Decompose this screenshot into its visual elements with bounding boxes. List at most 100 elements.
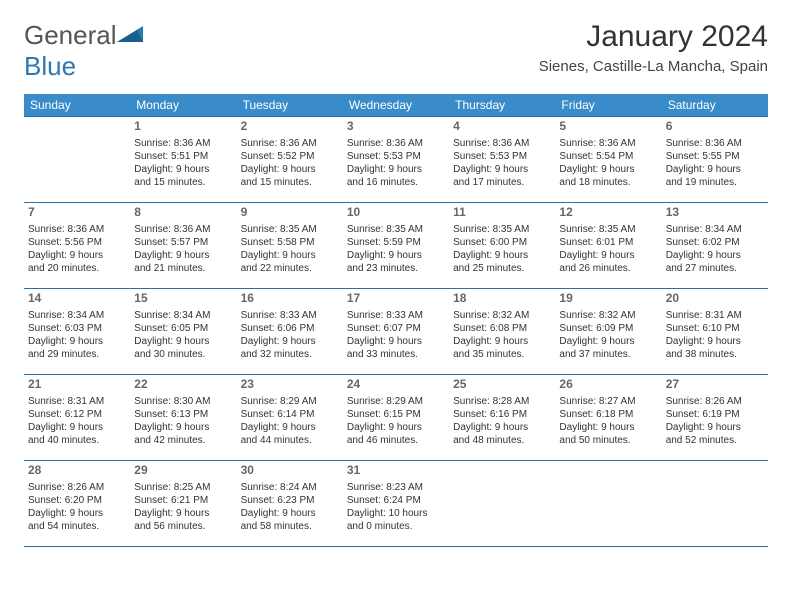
cell-line: Daylight: 9 hours bbox=[28, 249, 126, 262]
cell-line: Sunset: 5:58 PM bbox=[241, 236, 339, 249]
cell-line: Daylight: 9 hours bbox=[241, 163, 339, 176]
calendar-cell: 13Sunrise: 8:34 AMSunset: 6:02 PMDayligh… bbox=[662, 203, 768, 289]
calendar-cell: 8Sunrise: 8:36 AMSunset: 5:57 PMDaylight… bbox=[130, 203, 236, 289]
cell-line: and 37 minutes. bbox=[559, 348, 657, 361]
calendar-cell: 3Sunrise: 8:36 AMSunset: 5:53 PMDaylight… bbox=[343, 117, 449, 203]
calendar-cell: 29Sunrise: 8:25 AMSunset: 6:21 PMDayligh… bbox=[130, 461, 236, 547]
cell-line: Sunset: 6:00 PM bbox=[453, 236, 551, 249]
cell-line: Sunset: 6:02 PM bbox=[666, 236, 764, 249]
cell-line: Sunrise: 8:33 AM bbox=[347, 309, 445, 322]
cell-line: Sunrise: 8:36 AM bbox=[666, 137, 764, 150]
cell-line: and 40 minutes. bbox=[28, 434, 126, 447]
cell-line: and 48 minutes. bbox=[453, 434, 551, 447]
cell-line: and 46 minutes. bbox=[347, 434, 445, 447]
day-number: 8 bbox=[134, 205, 232, 221]
cell-line: Daylight: 9 hours bbox=[453, 163, 551, 176]
calendar-cell: 25Sunrise: 8:28 AMSunset: 6:16 PMDayligh… bbox=[449, 375, 555, 461]
cell-line: and 25 minutes. bbox=[453, 262, 551, 275]
calendar-cell bbox=[555, 461, 661, 547]
calendar-cell: 23Sunrise: 8:29 AMSunset: 6:14 PMDayligh… bbox=[237, 375, 343, 461]
day-number: 16 bbox=[241, 291, 339, 307]
cell-line: Sunrise: 8:27 AM bbox=[559, 395, 657, 408]
cell-line: Daylight: 9 hours bbox=[28, 421, 126, 434]
cell-line: Sunrise: 8:28 AM bbox=[453, 395, 551, 408]
cell-line: Sunrise: 8:34 AM bbox=[28, 309, 126, 322]
cell-line: Sunset: 6:16 PM bbox=[453, 408, 551, 421]
cell-line: Sunset: 5:59 PM bbox=[347, 236, 445, 249]
cell-line: Sunset: 6:24 PM bbox=[347, 494, 445, 507]
calendar-cell: 28Sunrise: 8:26 AMSunset: 6:20 PMDayligh… bbox=[24, 461, 130, 547]
day-number: 15 bbox=[134, 291, 232, 307]
calendar-cell: 26Sunrise: 8:27 AMSunset: 6:18 PMDayligh… bbox=[555, 375, 661, 461]
cell-line: Sunrise: 8:24 AM bbox=[241, 481, 339, 494]
calendar-cell: 6Sunrise: 8:36 AMSunset: 5:55 PMDaylight… bbox=[662, 117, 768, 203]
weekday-header: Thursday bbox=[449, 94, 555, 117]
cell-line: Sunrise: 8:30 AM bbox=[134, 395, 232, 408]
cell-line: Sunset: 6:07 PM bbox=[347, 322, 445, 335]
title-block: January 2024 Sienes, Castille-La Mancha,… bbox=[539, 20, 768, 75]
cell-line: Sunset: 6:21 PM bbox=[134, 494, 232, 507]
cell-line: Sunset: 5:57 PM bbox=[134, 236, 232, 249]
cell-line: Sunset: 6:08 PM bbox=[453, 322, 551, 335]
cell-line: and 33 minutes. bbox=[347, 348, 445, 361]
day-number: 31 bbox=[347, 463, 445, 479]
calendar-cell: 21Sunrise: 8:31 AMSunset: 6:12 PMDayligh… bbox=[24, 375, 130, 461]
logo-word-2: Blue bbox=[24, 51, 76, 81]
cell-line: Daylight: 9 hours bbox=[666, 335, 764, 348]
cell-line: Sunrise: 8:36 AM bbox=[559, 137, 657, 150]
calendar-cell: 19Sunrise: 8:32 AMSunset: 6:09 PMDayligh… bbox=[555, 289, 661, 375]
cell-line: and 50 minutes. bbox=[559, 434, 657, 447]
cell-line: Sunset: 6:06 PM bbox=[241, 322, 339, 335]
cell-line: and 27 minutes. bbox=[666, 262, 764, 275]
location: Sienes, Castille-La Mancha, Spain bbox=[539, 58, 768, 75]
logo-triangle-icon bbox=[117, 20, 145, 40]
cell-line: Daylight: 9 hours bbox=[559, 249, 657, 262]
cell-line: Daylight: 9 hours bbox=[134, 335, 232, 348]
cell-line: Daylight: 9 hours bbox=[134, 163, 232, 176]
cell-line: Sunset: 6:19 PM bbox=[666, 408, 764, 421]
cell-line: and 21 minutes. bbox=[134, 262, 232, 275]
cell-line: and 0 minutes. bbox=[347, 520, 445, 533]
day-number: 30 bbox=[241, 463, 339, 479]
cell-line: and 38 minutes. bbox=[666, 348, 764, 361]
cell-line: and 44 minutes. bbox=[241, 434, 339, 447]
cell-line: and 23 minutes. bbox=[347, 262, 445, 275]
cell-line: Sunrise: 8:32 AM bbox=[559, 309, 657, 322]
cell-line: and 18 minutes. bbox=[559, 176, 657, 189]
cell-line: Daylight: 9 hours bbox=[453, 249, 551, 262]
weekday-header: Friday bbox=[555, 94, 661, 117]
logo-text: General Blue bbox=[24, 20, 145, 82]
cell-line: Daylight: 10 hours bbox=[347, 507, 445, 520]
weekday-header: Wednesday bbox=[343, 94, 449, 117]
cell-line: Sunrise: 8:36 AM bbox=[347, 137, 445, 150]
calendar-body: 1Sunrise: 8:36 AMSunset: 5:51 PMDaylight… bbox=[24, 117, 768, 547]
day-number: 3 bbox=[347, 119, 445, 135]
cell-line: Sunrise: 8:36 AM bbox=[28, 223, 126, 236]
cell-line: Sunrise: 8:36 AM bbox=[134, 223, 232, 236]
day-number: 5 bbox=[559, 119, 657, 135]
calendar-cell bbox=[449, 461, 555, 547]
cell-line: Daylight: 9 hours bbox=[241, 507, 339, 520]
cell-line: Sunset: 6:09 PM bbox=[559, 322, 657, 335]
calendar-cell: 2Sunrise: 8:36 AMSunset: 5:52 PMDaylight… bbox=[237, 117, 343, 203]
cell-line: Sunrise: 8:32 AM bbox=[453, 309, 551, 322]
day-number: 27 bbox=[666, 377, 764, 393]
cell-line: Sunrise: 8:31 AM bbox=[28, 395, 126, 408]
cell-line: Daylight: 9 hours bbox=[28, 335, 126, 348]
cell-line: and 15 minutes. bbox=[134, 176, 232, 189]
day-number: 26 bbox=[559, 377, 657, 393]
cell-line: and 32 minutes. bbox=[241, 348, 339, 361]
cell-line: and 42 minutes. bbox=[134, 434, 232, 447]
cell-line: and 17 minutes. bbox=[453, 176, 551, 189]
day-number: 11 bbox=[453, 205, 551, 221]
day-number: 4 bbox=[453, 119, 551, 135]
cell-line: Daylight: 9 hours bbox=[559, 421, 657, 434]
cell-line: Sunset: 5:51 PM bbox=[134, 150, 232, 163]
weekday-row: SundayMondayTuesdayWednesdayThursdayFrid… bbox=[24, 94, 768, 117]
calendar-cell: 7Sunrise: 8:36 AMSunset: 5:56 PMDaylight… bbox=[24, 203, 130, 289]
cell-line: and 20 minutes. bbox=[28, 262, 126, 275]
cell-line: Daylight: 9 hours bbox=[559, 163, 657, 176]
cell-line: Daylight: 9 hours bbox=[241, 421, 339, 434]
cell-line: Daylight: 9 hours bbox=[347, 335, 445, 348]
cell-line: and 54 minutes. bbox=[28, 520, 126, 533]
